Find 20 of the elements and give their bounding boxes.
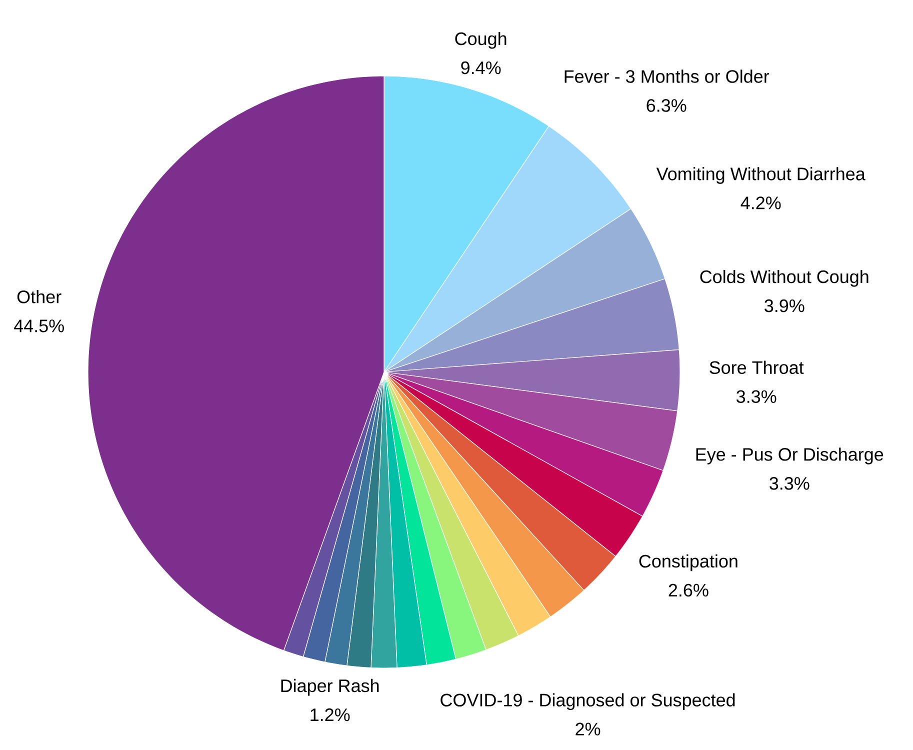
slice-label: Sore Throat: [710, 360, 804, 374]
data-label: 2.6%: [668, 584, 708, 597]
slice-label: Eye - Pus Or Discharge: [696, 448, 884, 464]
slice-label: Other: [17, 290, 62, 304]
slice-label: Cough: [455, 32, 506, 49]
data-label: 44.5%: [14, 320, 64, 332]
slice-label: Vomiting Without Diarrhea: [656, 167, 866, 184]
slice-label: COVID-19 - Diagnosed or Suspected: [440, 693, 735, 710]
slice-label: Constipation: [639, 554, 738, 572]
data-label: 3.9%: [764, 299, 804, 312]
slice-label: Diaper Rash: [281, 678, 379, 696]
slice-label: Fever - 3 Months or Older: [564, 70, 770, 83]
data-label: 9.4%: [461, 61, 501, 74]
data-label: 3.3%: [770, 477, 810, 490]
data-label: 2%: [576, 722, 600, 736]
data-label: 6.3%: [646, 99, 686, 112]
slice-label: Colds Without Cough: [700, 270, 868, 287]
data-label: 4.2%: [740, 196, 781, 210]
data-label: 3.3%: [736, 390, 776, 403]
data-label: 1.2%: [310, 708, 350, 722]
